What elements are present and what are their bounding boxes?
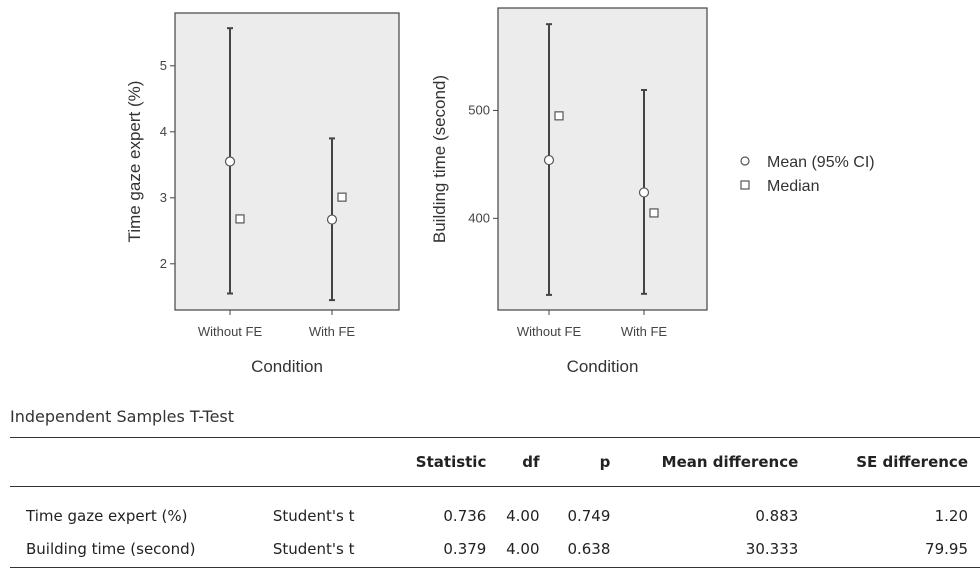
panel1-x-axis-title: Condition (251, 357, 323, 376)
panel2-mean-point (543, 154, 555, 166)
header-p: p (539, 437, 611, 487)
panel1-plot-area (174, 12, 400, 311)
cell-statistic: 0.736 (443, 506, 487, 525)
panel2-y-tick-label: 400 (468, 210, 490, 225)
ttest-title: Independent Samples T-Test (10, 407, 235, 426)
panel1-median-point (235, 214, 245, 224)
panel2-x-tick-label: With FE (621, 324, 668, 339)
cell-p: 0.638 (539, 532, 611, 568)
panel1-x-tick-label: Without FE (198, 324, 263, 339)
cell-p: 0.749 (567, 506, 611, 525)
panel2-y-axis-title: Building time (second) (430, 75, 449, 243)
ttest-header-row: Statistic df p Mean difference SE differ… (10, 437, 980, 487)
cell-test: Student's t (272, 532, 398, 568)
cell-mean-difference: 30.333 (610, 532, 799, 568)
panel2-x-tick-label: Without FE (517, 324, 582, 339)
cell-mean-difference: 0.883 (755, 506, 799, 525)
legend-circle-marker (740, 156, 750, 166)
panel2-median-point (554, 111, 564, 121)
panel2-mean-point (638, 187, 650, 198)
legend-label: Mean (95% CI) (767, 154, 875, 171)
panel1-mean-point (326, 214, 338, 225)
panel2-plot-area (497, 7, 708, 311)
panel1-y-tick-label: 4 (160, 124, 167, 139)
panel1-y-tick-label: 5 (160, 58, 167, 73)
cell-variable: Building time (second) (10, 532, 273, 568)
cell-se-difference: 79.95 (798, 532, 980, 568)
panel1-y-tick-label: 3 (160, 190, 167, 205)
ttest-table: Statistic df p Mean difference SE differ… (10, 437, 980, 568)
legend-label: Median (767, 178, 819, 195)
header-se-difference: SE difference (798, 437, 980, 487)
table-row: Time gaze expert (%) Student's t 0.736 4… (10, 487, 980, 533)
header-mean-difference: Mean difference (610, 437, 799, 487)
panel2-y-tick-label: 500 (468, 102, 490, 117)
cell-variable: Time gaze expert (%) (26, 506, 188, 525)
panel1-x-tick-label: With FE (309, 324, 356, 339)
header-variable (10, 437, 273, 487)
charts-area: 2 3 4 5 Without FE With FE Condition Time gaze … (125, 7, 875, 376)
table-row: Building time (second) Student's t 0.379… (10, 532, 980, 568)
cell-se-difference: 1.20 (934, 506, 968, 525)
panel1-mean-point (224, 156, 236, 167)
header-df: df (486, 437, 540, 487)
header-test (272, 437, 398, 487)
cell-test: Student's t (272, 506, 355, 525)
panel1-y-tick-label: 2 (160, 256, 167, 271)
panel1-y-axis-title: Time gaze expert (%) (125, 81, 144, 243)
panel1-median-point (337, 192, 347, 202)
cell-df: 4.00 (486, 532, 540, 568)
legend-square-marker (740, 180, 750, 190)
header-statistic: Statistic (397, 437, 487, 487)
panel2-x-axis-title: Condition (567, 357, 639, 376)
cell-statistic: 0.379 (397, 532, 487, 568)
cell-df: 4.00 (506, 506, 540, 525)
panel2-median-point (649, 208, 659, 218)
